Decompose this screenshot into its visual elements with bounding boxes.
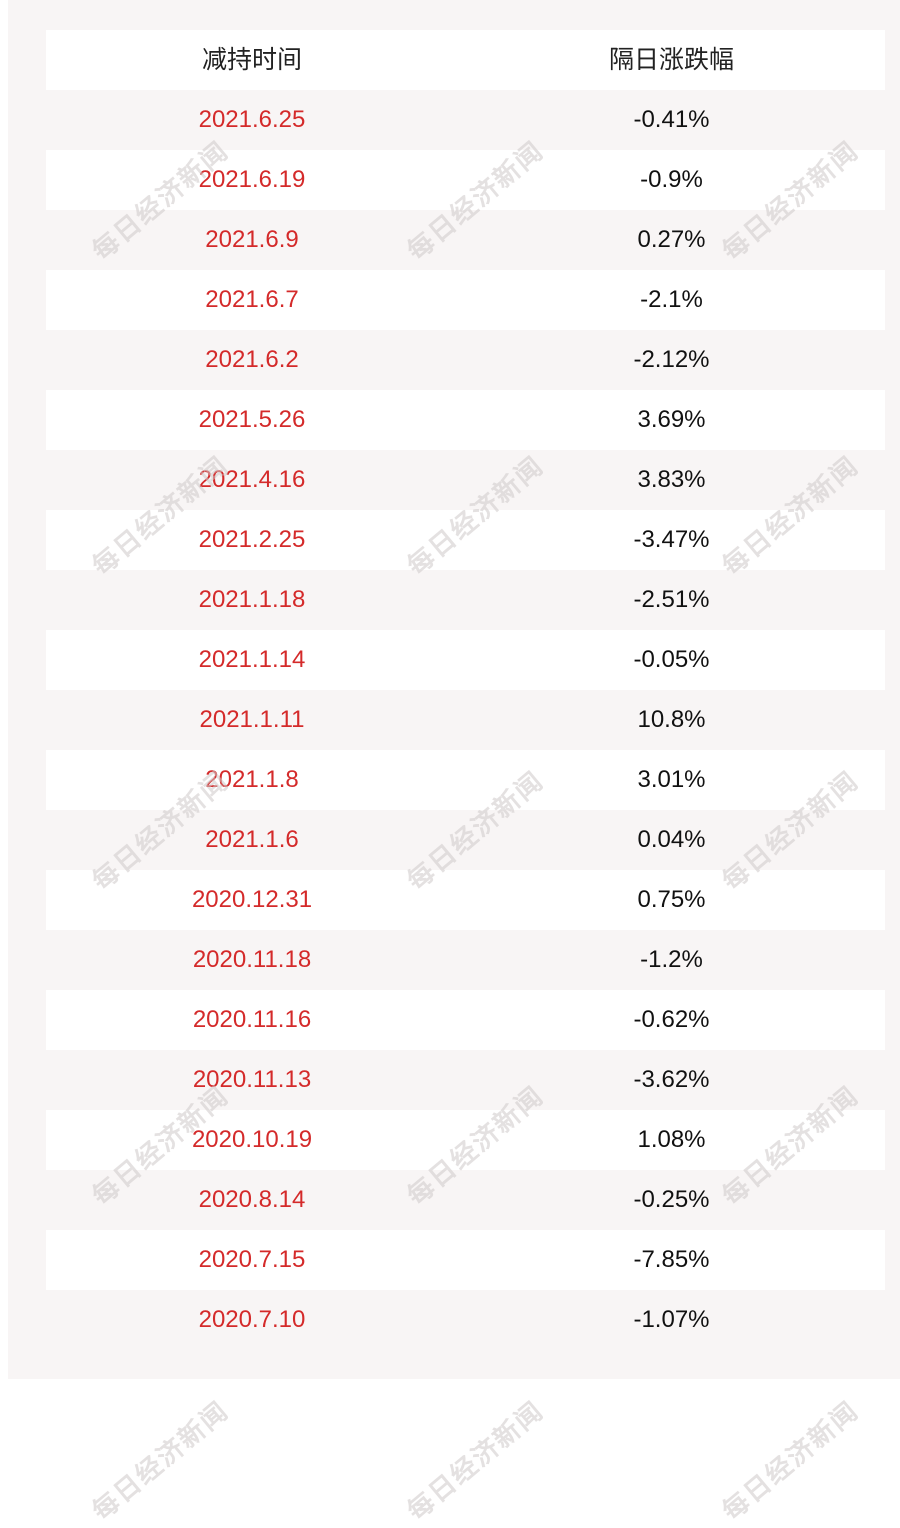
table-row: 2020.11.16 -0.62% [46, 990, 885, 1050]
row-change: -3.62% [633, 1066, 710, 1093]
row-date: 2021.2.25 [198, 526, 306, 553]
table-row: 2021.6.7 -2.1% [46, 270, 885, 330]
row-date: 2021.6.19 [198, 166, 306, 193]
row-date: 2021.6.25 [198, 106, 306, 133]
row-change: 0.75% [637, 886, 706, 913]
row-change: -3.47% [633, 526, 710, 553]
table-row: 2020.7.10 -1.07% [46, 1290, 885, 1350]
row-change: -0.25% [633, 1186, 710, 1213]
row-date: 2020.11.18 [192, 946, 312, 973]
row-change: 3.69% [637, 406, 706, 433]
row-date: 2021.5.26 [198, 406, 306, 433]
table-row: 2021.5.26 3.69% [46, 390, 885, 450]
header-date: 减持时间 [201, 46, 302, 74]
row-date: 2021.6.2 [205, 346, 299, 373]
row-change: 0.27% [637, 226, 706, 253]
table-row: 2021.1.6 0.04% [46, 810, 885, 870]
row-change: 1.08% [637, 1126, 706, 1153]
table-row: 2020.11.18 -1.2% [46, 930, 885, 990]
header-change: 隔日涨跌幅 [608, 46, 734, 74]
table-row: 2020.8.14 -0.25% [46, 1170, 885, 1230]
table-row: 2021.4.16 3.83% [46, 450, 885, 510]
row-date: 2021.1.8 [205, 766, 299, 793]
table-row: 2020.7.15 -7.85% [46, 1230, 885, 1290]
row-change: 3.83% [637, 466, 706, 493]
row-date: 2021.6.9 [205, 226, 299, 253]
table-row: 2020.12.31 0.75% [46, 870, 885, 930]
table-row: 2021.6.19 -0.9% [46, 150, 885, 210]
row-change: -0.9% [640, 166, 703, 193]
row-change: 10.8% [637, 706, 706, 733]
row-change: -1.2% [640, 946, 703, 973]
row-date: 2020.12.31 [191, 886, 313, 913]
reduction-table: 减持时间 隔日涨跌幅 2021.6.25 -0.41% 2021.6.19 -0.9%… [46, 30, 885, 1350]
table-row: 2021.1.14 -0.05% [46, 630, 885, 690]
row-change: 3.01% [637, 766, 706, 793]
row-date: 2020.7.15 [198, 1246, 306, 1273]
row-date: 2020.10.19 [191, 1126, 313, 1153]
row-date: 2021.6.7 [205, 286, 299, 313]
row-date: 2020.7.10 [198, 1306, 306, 1333]
row-date: 2021.1.14 [198, 646, 306, 673]
row-date: 2020.11.16 [192, 1006, 312, 1033]
row-change: -2.51% [633, 586, 710, 613]
table-row: 2021.2.25 -3.47% [46, 510, 885, 570]
table-row: 2021.1.11 10.8% [46, 690, 885, 750]
row-date: 2021.1.6 [205, 826, 299, 853]
row-change: -1.07% [633, 1306, 710, 1333]
row-change: -7.85% [633, 1246, 710, 1273]
row-change: -0.05% [633, 646, 710, 673]
table-row: 2021.6.25 -0.41% [46, 90, 885, 150]
row-change: -0.41% [633, 106, 710, 133]
table-row: 2021.6.9 0.27% [46, 210, 885, 270]
table-row: 2021.6.2 -2.12% [46, 330, 885, 390]
table-row: 2020.10.19 1.08% [46, 1110, 885, 1170]
row-date: 2020.8.14 [198, 1186, 306, 1213]
row-date: 2021.1.11 [199, 706, 305, 733]
row-change: 0.04% [637, 826, 706, 853]
table-row: 2021.1.8 3.01% [46, 750, 885, 810]
row-date: 2021.4.16 [198, 466, 306, 493]
row-date: 2021.1.18 [198, 586, 306, 613]
row-date: 2020.11.13 [192, 1066, 312, 1093]
row-change: -2.1% [640, 286, 703, 313]
row-change: -2.12% [633, 346, 710, 373]
table-row: 2020.11.13 -3.62% [46, 1050, 885, 1110]
table-header-row: 减持时间 隔日涨跌幅 [46, 30, 885, 90]
table-panel: 减持时间 隔日涨跌幅 2021.6.25 -0.41% 2021.6.19 -0.9%… [8, 0, 900, 1379]
row-change: -0.62% [633, 1006, 710, 1033]
table-row: 2021.1.18 -2.51% [46, 570, 885, 630]
